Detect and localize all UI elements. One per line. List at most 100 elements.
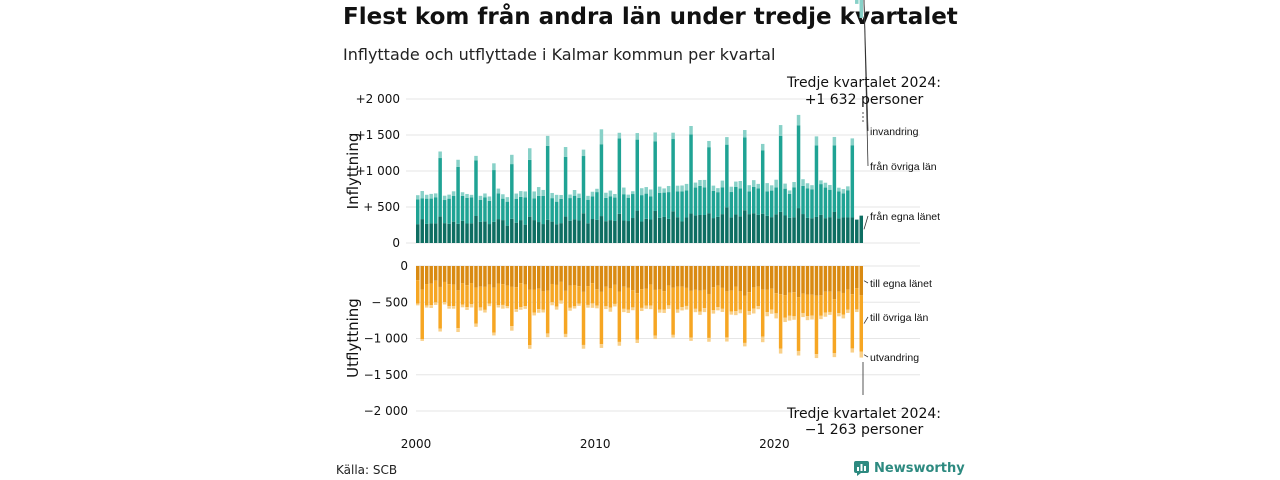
bar-inflyttning-own (783, 215, 787, 243)
bar-inflyttning-other (523, 197, 528, 225)
bar-utflyttning-other (716, 285, 720, 308)
bar-utflyttning-other (689, 290, 693, 338)
bar-utflyttning-abroad (492, 332, 496, 336)
bar-inflyttning-other (416, 199, 420, 225)
bar-utflyttning-other (613, 284, 617, 304)
bar-utflyttning-abroad (631, 307, 635, 311)
bar-utflyttning-other (545, 290, 550, 334)
bar-utflyttning-other (859, 295, 864, 352)
bar-utflyttning-other (675, 286, 680, 310)
bar-utflyttning-own (675, 266, 680, 287)
bar-inflyttning-other (801, 185, 805, 215)
series-label-connector (863, 280, 869, 284)
bar-inflyttning-own (541, 224, 545, 243)
bar-utflyttning-other (693, 289, 698, 309)
bar-utflyttning-own (671, 266, 675, 288)
bar-utflyttning-own (581, 266, 586, 292)
bar-inflyttning-abroad (617, 132, 622, 139)
bar-utflyttning-own (814, 266, 819, 296)
bar-utflyttning-other (662, 291, 666, 310)
bar-utflyttning-own (429, 266, 433, 284)
bar-utflyttning-other (783, 295, 787, 318)
bar-utflyttning-own (635, 266, 640, 294)
bar-inflyttning-own (590, 219, 595, 243)
bar-utflyttning-abroad (478, 307, 483, 311)
bar-utflyttning-own (433, 266, 438, 281)
bar-utflyttning-own (702, 266, 707, 290)
bar-utflyttning-abroad (451, 306, 456, 309)
y-tick-label: − 500 (371, 295, 408, 309)
bar-utflyttning-own (478, 266, 483, 287)
bar-utflyttning-abroad (474, 323, 478, 327)
bar-inflyttning-abroad (774, 179, 778, 188)
bar-inflyttning-own (622, 220, 626, 243)
bar-utflyttning-other (420, 289, 424, 340)
bar-utflyttning-own (563, 266, 568, 291)
bar-utflyttning-abroad (456, 328, 460, 333)
bar-inflyttning-own (787, 217, 792, 243)
bar-utflyttning-abroad (613, 303, 617, 307)
bar-inflyttning-other (760, 150, 765, 214)
bar-inflyttning-other (581, 156, 586, 214)
bar-inflyttning-own (438, 216, 442, 243)
bar-inflyttning-own (720, 214, 725, 243)
bar-utflyttning-other (765, 289, 769, 313)
bar-inflyttning-own (496, 219, 501, 243)
bar-inflyttning-abroad (586, 195, 590, 200)
newsworthy-icon (854, 461, 869, 476)
bar-utflyttning-abroad (783, 317, 787, 323)
bar-utflyttning-other (460, 283, 465, 305)
bar-utflyttning-own (541, 266, 545, 292)
bar-inflyttning-abroad (837, 187, 841, 192)
bar-utflyttning-other (729, 290, 734, 312)
bar-inflyttning-own (545, 219, 550, 243)
bar-inflyttning-own (528, 216, 532, 243)
bar-utflyttning-abroad (429, 305, 433, 308)
bar-inflyttning-own (487, 224, 492, 243)
bar-inflyttning-own (832, 211, 837, 243)
bar-utflyttning-own (657, 266, 662, 290)
bar-inflyttning-abroad (648, 189, 653, 197)
bar-utflyttning-own (483, 266, 487, 287)
bar-utflyttning-own (420, 266, 424, 290)
bar-utflyttning-own (837, 266, 841, 292)
bar-utflyttning-own (693, 266, 698, 290)
bar-inflyttning-other (608, 196, 613, 221)
bar-utflyttning-own (725, 266, 729, 292)
bar-utflyttning-own (689, 266, 693, 291)
bar-utflyttning-other (519, 283, 523, 308)
bar-inflyttning-abroad (855, 0, 859, 4)
bar-utflyttning-abroad (514, 309, 519, 312)
bar-utflyttning-other (478, 286, 483, 308)
bar-inflyttning-abroad (787, 190, 792, 194)
bar-utflyttning-abroad (590, 303, 595, 308)
bar-inflyttning-abroad (554, 194, 559, 202)
bar-inflyttning-other (541, 195, 545, 225)
bar-utflyttning-abroad (581, 344, 586, 349)
bar-utflyttning-own (832, 266, 837, 300)
bar-inflyttning-own (447, 223, 451, 243)
bar-inflyttning-other (810, 189, 814, 219)
bar-inflyttning-own (828, 217, 832, 243)
bar-inflyttning-abroad (805, 183, 810, 189)
bar-inflyttning-abroad (563, 147, 568, 157)
bar-utflyttning-other (501, 284, 505, 305)
bar-utflyttning-other (823, 291, 828, 313)
bar-utflyttning-abroad (528, 345, 532, 349)
bar-utflyttning-abroad (796, 350, 801, 356)
annotation-top-line1: Tredje kvartalet 2024: (786, 75, 941, 91)
bar-utflyttning-abroad (666, 305, 671, 309)
bar-utflyttning-other (451, 284, 456, 307)
bar-inflyttning-own (684, 217, 689, 243)
bar-utflyttning-own (648, 266, 653, 285)
bar-utflyttning-abroad (769, 309, 774, 314)
bar-inflyttning-other (644, 193, 648, 219)
bar-inflyttning-abroad (747, 185, 752, 192)
annotation-bottom-line2: −1 263 personer (805, 422, 924, 438)
bar-utflyttning-abroad (819, 315, 823, 320)
bar-utflyttning-abroad (729, 311, 734, 315)
bar-inflyttning-other (469, 197, 474, 224)
bar-inflyttning-other (702, 187, 707, 215)
bar-utflyttning-own (787, 266, 792, 293)
bar-utflyttning-abroad (707, 337, 711, 342)
